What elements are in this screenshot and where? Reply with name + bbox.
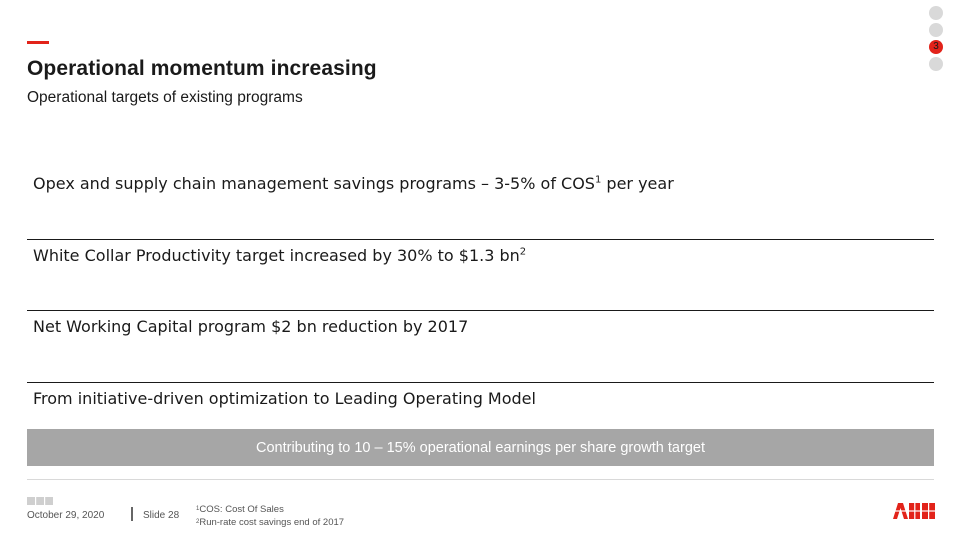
slide-nav-dots: 3 — [929, 6, 945, 74]
footer-date: October 29, 2020 — [27, 510, 105, 521]
footer-separator — [131, 507, 133, 521]
page-subtitle: Operational targets of existing programs — [27, 89, 303, 106]
nav-dot-number: 3 — [933, 41, 939, 52]
abb-logo-icon — [893, 503, 935, 519]
target-item-text: From initiative-driven optimization to L… — [33, 388, 536, 408]
target-item-suffix: per year — [601, 174, 674, 193]
footnote: 1COS: Cost Of Sales — [196, 504, 284, 515]
nav-dot[interactable] — [929, 57, 943, 71]
target-item-text: Opex and supply chain management savings… — [33, 174, 595, 193]
footnote-ref: 1 — [594, 174, 602, 186]
page-title: Operational momentum increasing — [27, 57, 377, 80]
footer-divider — [27, 479, 934, 480]
summary-banner: Contributing to 10 – 15% operational ear… — [27, 429, 934, 466]
nav-dot[interactable] — [929, 23, 943, 37]
summary-banner-text: Contributing to 10 – 15% operational ear… — [256, 439, 705, 456]
footnote-ref: 2 — [519, 246, 527, 258]
footer-slide-number: Slide 28 — [143, 510, 180, 521]
footnotes: 1COS: Cost Of Sales 2Run-rate cost savin… — [196, 503, 344, 529]
target-item-text: White Collar Productivity target increas… — [33, 245, 520, 265]
target-item: From initiative-driven optimization to L… — [27, 383, 934, 455]
title-accent-bar — [27, 41, 49, 44]
nav-dot[interactable] — [929, 6, 943, 20]
abb-small-logo-icon — [27, 497, 53, 505]
footnote: 2Run-rate cost savings end of 2017 — [196, 517, 345, 528]
target-item: Opex and supply chain management savings… — [27, 168, 934, 240]
target-list: Opex and supply chain management savings… — [27, 168, 934, 454]
target-item-text: Net Working Capital program $2 bn reduct… — [33, 317, 469, 336]
target-item: Net Working Capital program $2 bn reduct… — [27, 311, 934, 383]
target-item: White Collar Productivity target increas… — [27, 240, 934, 311]
nav-dot-active[interactable]: 3 — [929, 40, 943, 54]
